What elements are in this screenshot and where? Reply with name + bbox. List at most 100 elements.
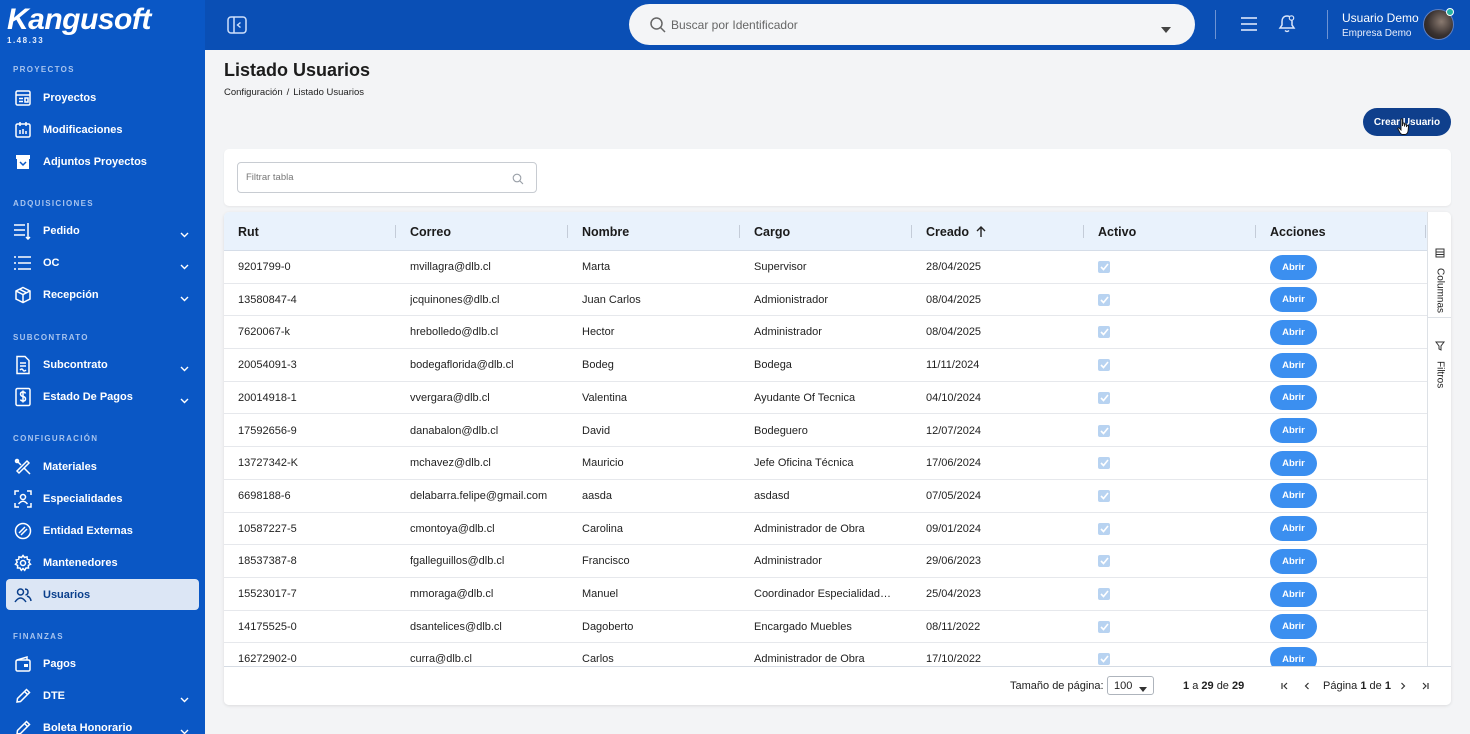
column-header-acciones[interactable]: Acciones <box>1270 224 1326 239</box>
active-checkbox[interactable] <box>1098 391 1110 404</box>
sidebar-item-especialidades[interactable]: Especialidades <box>6 483 199 514</box>
active-checkbox[interactable] <box>1098 261 1110 273</box>
next-page-icon[interactable] <box>1396 679 1410 693</box>
cell-activo <box>1098 415 1110 447</box>
column-header-creado[interactable]: Creado <box>926 212 986 251</box>
page-size-select[interactable]: 100 <box>1107 676 1154 695</box>
columns-panel-tab[interactable]: Columnas <box>1428 245 1451 313</box>
chevron-down-icon[interactable] <box>180 289 189 307</box>
active-checkbox[interactable] <box>1098 522 1110 535</box>
column-divider[interactable] <box>1083 225 1084 238</box>
active-checkbox[interactable] <box>1098 653 1110 666</box>
open-user-button[interactable]: Abrir <box>1270 646 1317 666</box>
open-user-button[interactable]: Abrir <box>1270 418 1317 443</box>
filters-panel-tab[interactable]: Filtros <box>1428 338 1451 388</box>
table-row[interactable]: 9201799-0 mvillagra@dlb.cl Marta Supervisor… <box>224 251 1427 284</box>
column-divider[interactable] <box>739 225 740 238</box>
last-page-icon[interactable] <box>1418 679 1432 693</box>
table-row[interactable]: 20014918-1 vvergara@dlb.cl Valentina Ayudan… <box>224 382 1427 415</box>
table-row[interactable]: 17592656-9 danabalon@dlb.cl David Bodeguero… <box>224 415 1427 448</box>
table-row[interactable]: 10587227-5 cmontoya@dlb.cl Carolina Adminis… <box>224 513 1427 546</box>
chevron-down-icon[interactable] <box>180 690 189 708</box>
active-checkbox[interactable] <box>1098 588 1110 600</box>
column-header-correo[interactable]: Correo <box>410 224 451 239</box>
cell-correo: mmoraga@dlb.cl <box>410 588 494 600</box>
column-divider[interactable] <box>911 225 912 238</box>
chevron-down-icon[interactable] <box>180 722 189 734</box>
column-divider[interactable] <box>395 225 396 238</box>
sidebar-item-proyectos[interactable]: Proyectos <box>6 82 199 113</box>
breadcrumb-item: Listado Usuarios <box>293 87 365 98</box>
active-checkbox[interactable] <box>1098 424 1110 437</box>
open-user-button[interactable]: Abrir <box>1270 352 1317 378</box>
sidebar-item-recepción[interactable]: Recepción <box>6 279 199 310</box>
table-row[interactable]: 14175525-0 dsantelices@dlb.cl Dagoberto Enc… <box>224 611 1427 644</box>
open-user-button[interactable]: Abrir <box>1270 319 1317 345</box>
sidebar-item-estado-de-pagos[interactable]: Estado De Pagos <box>6 381 199 412</box>
sidebar-item-adjuntos-proyectos[interactable]: Adjuntos Proyectos <box>6 146 199 177</box>
sidebar-item-entidad-externas[interactable]: Entidad Externas <box>6 515 199 546</box>
sidebar-item-pagos[interactable]: Pagos <box>6 648 199 679</box>
active-checkbox[interactable] <box>1098 457 1110 470</box>
open-user-button[interactable]: Abrir <box>1270 287 1317 313</box>
table-row[interactable]: 13727342-K mchavez@dlb.cl Mauricio Jefe Ofi… <box>224 447 1427 480</box>
open-user-button[interactable]: Abrir <box>1270 614 1317 640</box>
chevron-down-icon[interactable] <box>180 225 189 243</box>
column-header-rut[interactable]: Rut <box>238 224 259 239</box>
column-divider[interactable] <box>567 225 568 238</box>
open-user-button[interactable]: Abrir <box>1270 548 1317 574</box>
column-header-cargo[interactable]: Cargo <box>754 224 791 239</box>
sidebar-toggle-icon[interactable] <box>226 14 248 36</box>
bell-icon[interactable] <box>1278 14 1296 39</box>
sidebar-item-boleta-honorario[interactable]: Boleta Honorario <box>6 712 199 734</box>
sidebar-item-modificaciones[interactable]: Modificaciones <box>6 114 199 145</box>
sidebar-item-pedido[interactable]: Pedido <box>6 215 199 246</box>
column-header-activo[interactable]: Activo <box>1098 224 1137 239</box>
open-user-button[interactable]: Abrir <box>1270 450 1317 476</box>
table-filter[interactable] <box>237 162 537 193</box>
column-header-nombre[interactable]: Nombre <box>582 224 630 239</box>
active-checkbox[interactable] <box>1098 620 1110 633</box>
table-row[interactable]: 6698188-6 delabarra.felipe@gmail.com aasda… <box>224 480 1427 513</box>
table-row[interactable]: 15523017-7 mmoraga@dlb.cl Manuel Coordinado… <box>224 578 1427 611</box>
sidebar-item-usuarios[interactable]: Usuarios <box>6 579 199 610</box>
active-checkbox[interactable] <box>1098 555 1110 568</box>
table-row[interactable]: 16272902-0 curra@dlb.cl Carlos Administrado… <box>224 643 1427 666</box>
table-filter-input[interactable] <box>246 172 506 183</box>
column-divider[interactable] <box>1255 225 1256 238</box>
table-body[interactable]: 9201799-0 mvillagra@dlb.cl Marta Supervisor… <box>224 251 1427 666</box>
chevron-down-icon[interactable] <box>180 359 189 377</box>
table-row[interactable]: 18537387-8 fgalleguillos@dlb.cl Francisco A… <box>224 545 1427 578</box>
active-checkbox[interactable] <box>1098 359 1110 372</box>
cell-correo: dsantelices@dlb.cl <box>410 620 502 633</box>
open-user-button[interactable]: Abrir <box>1270 254 1317 280</box>
active-checkbox[interactable] <box>1098 489 1110 502</box>
open-user-button[interactable]: Abrir <box>1270 483 1317 509</box>
sidebar-item-dte[interactable]: DTE <box>6 680 199 711</box>
column-divider[interactable] <box>1425 225 1426 238</box>
first-page-icon[interactable] <box>1278 679 1292 693</box>
user-name[interactable]: Usuario Demo <box>1342 11 1419 25</box>
sidebar-item-materiales[interactable]: Materiales <box>6 451 199 482</box>
sidebar-item-subcontrato[interactable]: Subcontrato <box>6 349 199 380</box>
caret-down-icon[interactable] <box>1161 20 1171 38</box>
global-search[interactable] <box>629 4 1195 45</box>
chevron-down-icon[interactable] <box>180 257 189 275</box>
global-search-input[interactable] <box>671 17 1141 32</box>
table-row[interactable]: 20054091-3 bodegaflorida@dlb.cl Bodeg Bodeg… <box>224 349 1427 382</box>
table-row[interactable]: 13580847-4 jcquinones@dlb.cl Juan Carlos Ad… <box>224 284 1427 317</box>
chevron-down-icon[interactable] <box>180 391 189 409</box>
menu-icon[interactable] <box>1240 15 1258 38</box>
active-checkbox[interactable] <box>1098 293 1110 306</box>
table-row[interactable]: 7620067-k hrebolledo@dlb.cl Hector Administ… <box>224 316 1427 350</box>
open-user-button[interactable]: Abrir <box>1270 581 1317 607</box>
cell-cargo: Admionistrador <box>754 293 828 306</box>
active-checkbox[interactable] <box>1098 326 1110 339</box>
breadcrumb-item[interactable]: Configuración <box>224 87 283 98</box>
previous-page-icon[interactable] <box>1300 679 1314 693</box>
open-user-button[interactable]: Abrir <box>1270 516 1317 542</box>
open-user-button[interactable]: Abrir <box>1270 385 1317 411</box>
app-logo[interactable]: Kangusoft <box>7 3 151 36</box>
sidebar-item-oc[interactable]: OC <box>6 247 199 278</box>
sidebar-item-mantenedores[interactable]: Mantenedores <box>6 547 199 578</box>
